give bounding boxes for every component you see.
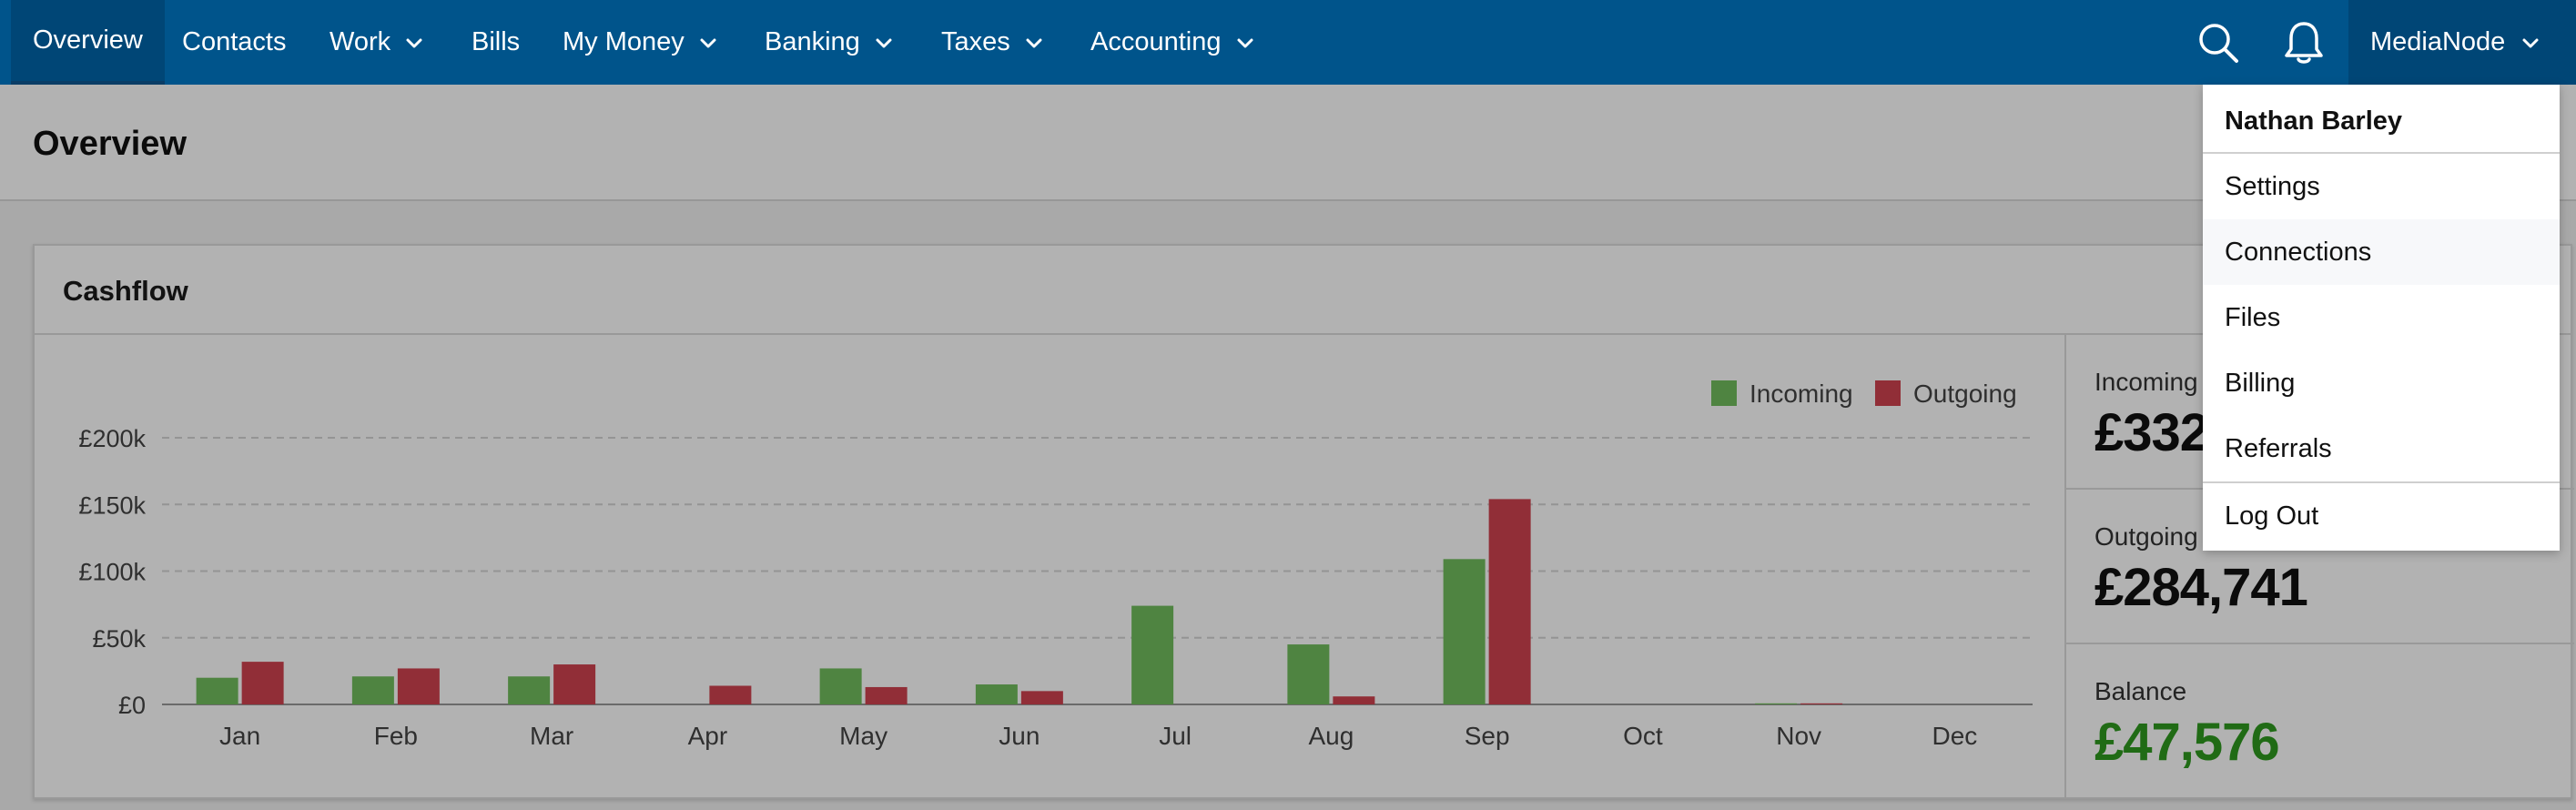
x-tick-label: Dec	[1932, 722, 1977, 750]
menu-item-referrals[interactable]: Referrals	[2225, 433, 2332, 463]
y-tick-label: £150k	[78, 491, 146, 519]
nav-overview-label: Overview	[33, 25, 143, 55]
bell-icon[interactable]	[2277, 16, 2330, 69]
page-header: Overview	[0, 85, 2576, 201]
menu-item-billing[interactable]: Billing	[2225, 368, 2296, 398]
stat-balance: Balance £47,576	[2066, 644, 2574, 799]
account-dropdown-menu: Nathan Barley Settings Connections Files…	[2203, 85, 2560, 551]
cashflow-title: Cashflow	[63, 275, 188, 307]
nav-contacts[interactable]: Contacts	[160, 0, 308, 85]
menu-divider	[2203, 481, 2560, 483]
legend-label-outgoing: Outgoing	[1913, 380, 2017, 408]
bar-outgoing	[1333, 696, 1375, 704]
x-tick-label: Jan	[219, 722, 260, 750]
chevron-down-icon	[2522, 38, 2539, 47]
bar-incoming	[508, 676, 551, 704]
nav-banking[interactable]: Banking	[743, 0, 917, 85]
x-tick-label: Jul	[1159, 722, 1192, 750]
x-tick-label: Apr	[688, 722, 728, 750]
bar-outgoing	[1020, 691, 1063, 704]
bar-incoming	[351, 676, 394, 704]
nav-banking-label: Banking	[765, 27, 860, 56]
x-tick-label: Sep	[1465, 722, 1510, 750]
stat-outgoing-value: £284,741	[2094, 558, 2308, 617]
y-tick-label: £200k	[78, 425, 146, 452]
cashflow-chart: £0 £50k £100k £150k £200k Jan Feb Mar Apr May Jun J…	[35, 335, 2064, 799]
account-menu-button[interactable]: MediaNode	[2348, 0, 2576, 85]
nav-my-money-label: My Money	[563, 27, 685, 56]
bar-outgoing	[865, 686, 908, 704]
bar-incoming	[975, 684, 1018, 704]
stat-outgoing: Outgoing £284,741	[2066, 490, 2574, 644]
chevron-down-icon	[1237, 38, 1253, 47]
stat-incoming-label: Incoming	[2094, 368, 2198, 396]
x-tick-label: Nov	[1776, 722, 1821, 750]
bar-incoming	[1287, 644, 1330, 704]
x-tick-label: Mar	[530, 722, 573, 750]
x-tick-label: Feb	[374, 722, 418, 750]
nav-work[interactable]: Work	[308, 0, 447, 85]
bar-incoming	[1443, 559, 1486, 704]
chevron-down-icon	[876, 38, 892, 47]
x-tick-label: Oct	[1623, 722, 1663, 750]
modal-backdrop[interactable]	[0, 85, 2576, 810]
bar-outgoing	[397, 668, 440, 704]
x-tick-label: Aug	[1308, 722, 1354, 750]
nav-taxes-label: Taxes	[941, 27, 1010, 56]
stat-outgoing-label: Outgoing	[2094, 522, 2198, 551]
legend-label-incoming: Incoming	[1749, 380, 1853, 408]
menu-item-log-out[interactable]: Log Out	[2225, 501, 2319, 531]
stat-balance-label: Balance	[2094, 677, 2187, 705]
menu-user-name: Nathan Barley	[2225, 106, 2403, 136]
bar-outgoing	[709, 685, 752, 704]
nav-accounting-label: Accounting	[1090, 27, 1222, 56]
cashflow-stats: Incoming £332 Outgoing £284,741 Balance …	[2064, 335, 2574, 799]
x-tick-label: Jun	[999, 722, 1040, 750]
stat-incoming-value: £332	[2094, 403, 2209, 462]
nav-my-money[interactable]: My Money	[541, 0, 741, 85]
menu-item-files[interactable]: Files	[2225, 302, 2281, 332]
bar-incoming	[1131, 605, 1174, 704]
bar-incoming	[819, 668, 862, 704]
nav-taxes[interactable]: Taxes	[919, 0, 1067, 85]
y-tick-label: £50k	[92, 625, 146, 653]
account-name: MediaNode	[2370, 27, 2506, 56]
bar-outgoing	[1488, 499, 1531, 704]
chevron-down-icon	[1026, 38, 1042, 47]
chevron-down-icon	[700, 38, 716, 47]
nav-work-label: Work	[330, 27, 391, 56]
chevron-down-icon	[406, 38, 422, 47]
cashflow-card: Cashflow £0 £50k £100k £150k £200k Jan Feb Mar A…	[33, 244, 2574, 799]
page-title: Overview	[33, 125, 187, 163]
bar-incoming	[196, 677, 238, 704]
nav-contacts-label: Contacts	[182, 27, 287, 56]
menu-item-connections[interactable]: Connections	[2203, 219, 2560, 285]
nav-bills[interactable]: Bills	[450, 0, 542, 85]
nav-accounting[interactable]: Accounting	[1069, 0, 1278, 85]
y-tick-label: £100k	[78, 559, 146, 586]
bar-outgoing	[553, 664, 596, 704]
stat-balance-value: £47,576	[2094, 713, 2280, 772]
cashflow-chart-svg: £0 £50k £100k £150k £200k Jan Feb Mar Apr May Jun J…	[78, 380, 2033, 750]
legend-swatch-incoming	[1711, 380, 1737, 406]
menu-divider	[2203, 152, 2560, 154]
legend-swatch-outgoing	[1875, 380, 1901, 406]
bar-outgoing	[241, 662, 284, 704]
nav-bills-label: Bills	[472, 27, 521, 56]
search-icon[interactable]	[2192, 16, 2245, 69]
x-tick-label: May	[839, 722, 887, 750]
top-navigation: Overview Contacts Work Bills My Money Ba…	[0, 0, 2576, 85]
menu-item-settings[interactable]: Settings	[2225, 171, 2320, 201]
y-tick-label: £0	[118, 692, 146, 719]
nav-overview[interactable]: Overview	[11, 0, 165, 85]
cashflow-card-header: Cashflow	[35, 246, 2571, 335]
